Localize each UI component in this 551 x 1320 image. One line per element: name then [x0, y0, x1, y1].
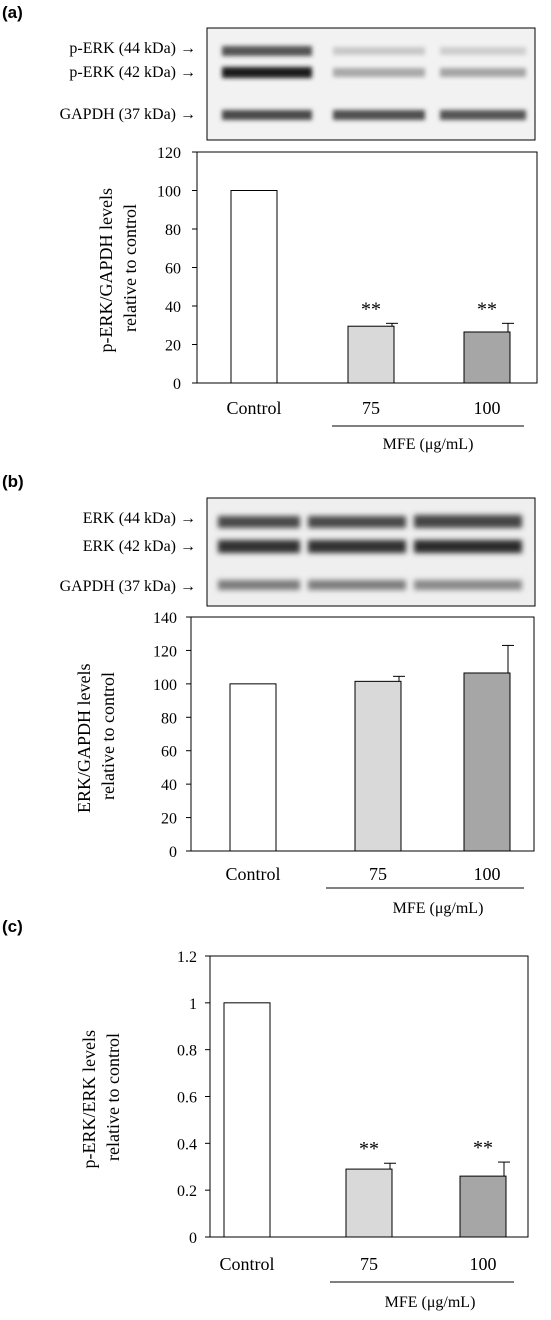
panel-c: (c) p-ERK/ERK levels relative to control… — [2, 917, 529, 1311]
blot-band — [440, 110, 526, 120]
bar-75 — [345, 1168, 393, 1238]
significance-marker: ** — [359, 1138, 379, 1160]
bar-100 — [459, 1175, 507, 1238]
y-tick-label: 20 — [165, 338, 181, 355]
y-axis-label-c-line2: relative to control — [103, 1033, 123, 1161]
bar-75 — [347, 325, 395, 384]
y-axis-label-c: p-ERK/ERK levels relative to control — [79, 1026, 123, 1169]
y-axis-label-b-line1: ERK/GAPDH levels — [74, 664, 94, 814]
y-axis-label-a-line2: relative to control — [120, 204, 140, 332]
y-tick-label: 80 — [161, 710, 177, 727]
y-tick-label: 40 — [161, 777, 177, 794]
blot-band — [414, 580, 522, 590]
x-tick-label: 75 — [362, 398, 380, 418]
blot-label-perk42: p-ERK (42 kDa) → — [69, 64, 196, 81]
x-tick-label: Control — [219, 1254, 274, 1274]
bar-chart-b: 0 20 40 60 80 100 120 140 Control 75 100 MFE (μg/mL… — [153, 610, 535, 917]
blot-band — [440, 47, 526, 55]
y-tick-label: 100 — [157, 184, 181, 201]
y-axis-label-b: ERK/GAPDH levels relative to control — [74, 659, 118, 813]
bar-chart-c: 0 0.2 0.4 0.6 0.8 1 1.2 Control ** 75 ** 100 MFE (μg… — [177, 949, 529, 1311]
group-label: MFE (μg/mL) — [393, 900, 484, 917]
y-tick-label: 40 — [165, 299, 181, 316]
western-blot-a — [206, 27, 536, 141]
panel-a: (a) p-ERK (44 kDa) → p-ERK (42 kDa) → GA… — [2, 3, 538, 453]
y-tick-label: 60 — [161, 744, 177, 761]
significance-marker: ** — [361, 298, 381, 320]
x-tick-label: 100 — [474, 864, 501, 884]
panel-b: (b) ERK (44 kDa) → ERK (42 kDa) → GAPDH … — [2, 472, 536, 917]
bar-control — [229, 683, 277, 852]
y-tick-label: 60 — [165, 261, 181, 278]
group-label: MFE (μg/mL) — [383, 436, 474, 453]
bar-control — [230, 190, 278, 384]
x-tick-label: Control — [225, 864, 280, 884]
significance-marker: ** — [473, 1137, 493, 1159]
blot-frame-a — [206, 27, 536, 141]
y-tick-label: 0 — [189, 1230, 197, 1247]
y-axis-label-a-line1: p-ERK/GAPDH levels — [96, 188, 116, 353]
y-tick-label: 0.6 — [177, 1090, 197, 1107]
blot-label-gapdh-b: GAPDH (37 kDa) → — [60, 578, 196, 595]
blot-band — [308, 516, 406, 528]
bar-100 — [463, 331, 511, 384]
group-label: MFE (μg/mL) — [385, 1294, 476, 1311]
blot-label-erk44: ERK (44 kDa) → — [83, 510, 196, 527]
bar-75 — [354, 680, 402, 852]
y-tick-label: 120 — [157, 145, 181, 162]
blot-label-perk44: p-ERK (44 kDa) → — [69, 40, 196, 57]
x-tick-label: 100 — [474, 398, 501, 418]
x-tick-label: Control — [226, 398, 281, 418]
blot-band — [222, 46, 312, 56]
significance-marker: ** — [477, 298, 497, 320]
panel-letter-b: (b) — [2, 472, 24, 491]
blot-label-gapdh-a: GAPDH (37 kDa) → — [60, 106, 196, 123]
y-axis-label-c-line1: p-ERK/ERK levels — [79, 1030, 99, 1168]
y-tick-label: 0 — [169, 844, 177, 861]
blot-band — [440, 68, 526, 77]
blot-band — [222, 67, 312, 78]
y-tick-label: 120 — [153, 643, 177, 660]
bar-100 — [463, 672, 511, 852]
y-axis-label-a: p-ERK/GAPDH levels relative to control — [96, 184, 140, 353]
western-blot-b — [206, 497, 536, 607]
blot-band — [333, 68, 425, 77]
y-tick-label: 20 — [161, 811, 177, 828]
bar-control — [223, 1002, 271, 1238]
bar-chart-a: 0 20 40 60 80 100 120 Control ** 75 ** 100 MFE (μg/m… — [157, 145, 538, 453]
y-tick-label: 0 — [173, 376, 181, 393]
blot-band — [218, 540, 300, 553]
x-tick-label: 100 — [470, 1254, 497, 1274]
blot-band — [222, 110, 312, 120]
y-tick-label: 0.4 — [177, 1136, 197, 1153]
y-tick-label: 1 — [189, 996, 197, 1013]
panel-letter-c: (c) — [2, 917, 23, 936]
y-tick-label: 80 — [165, 222, 181, 239]
blot-band — [308, 540, 406, 553]
x-tick-label: 75 — [360, 1254, 378, 1274]
blot-band — [333, 47, 425, 55]
x-tick-label: 75 — [369, 864, 387, 884]
blot-band — [414, 515, 522, 528]
panel-letter-a: (a) — [2, 3, 23, 22]
blot-band — [218, 516, 300, 528]
blot-band — [333, 110, 425, 120]
blot-labels-b: ERK (44 kDa) → ERK (42 kDa) → GAPDH (37 … — [60, 510, 196, 595]
y-tick-label: 0.2 — [177, 1183, 197, 1200]
blot-label-erk42: ERK (42 kDa) → — [83, 538, 196, 555]
blot-labels-a: p-ERK (44 kDa) → p-ERK (42 kDa) → GAPDH … — [60, 40, 196, 123]
y-tick-label: 140 — [153, 610, 177, 627]
blot-band — [308, 580, 406, 590]
y-tick-label: 0.8 — [177, 1043, 197, 1060]
y-tick-label: 100 — [153, 677, 177, 694]
y-axis-label-b-line2: relative to control — [98, 672, 118, 800]
blot-band — [218, 580, 300, 590]
y-tick-label: 1.2 — [177, 949, 197, 966]
blot-band — [414, 540, 522, 553]
